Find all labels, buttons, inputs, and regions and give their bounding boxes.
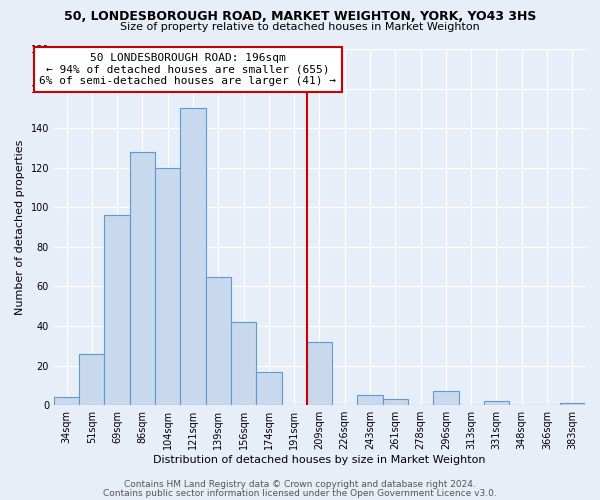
Text: Contains HM Land Registry data © Crown copyright and database right 2024.: Contains HM Land Registry data © Crown c…	[124, 480, 476, 489]
Text: Size of property relative to detached houses in Market Weighton: Size of property relative to detached ho…	[120, 22, 480, 32]
X-axis label: Distribution of detached houses by size in Market Weighton: Distribution of detached houses by size …	[153, 455, 486, 465]
Bar	[484, 402, 509, 405]
Bar	[307, 342, 332, 405]
Bar	[130, 152, 155, 405]
Bar	[383, 400, 408, 405]
Bar	[231, 322, 256, 405]
Bar	[79, 354, 104, 405]
Bar	[256, 372, 281, 405]
Text: Contains public sector information licensed under the Open Government Licence v3: Contains public sector information licen…	[103, 488, 497, 498]
Text: 50 LONDESBOROUGH ROAD: 196sqm
← 94% of detached houses are smaller (655)
6% of s: 50 LONDESBOROUGH ROAD: 196sqm ← 94% of d…	[40, 53, 337, 86]
Text: 50, LONDESBOROUGH ROAD, MARKET WEIGHTON, YORK, YO43 3HS: 50, LONDESBOROUGH ROAD, MARKET WEIGHTON,…	[64, 10, 536, 23]
Y-axis label: Number of detached properties: Number of detached properties	[15, 140, 25, 315]
Bar	[155, 168, 181, 405]
Bar	[181, 108, 206, 405]
Bar	[206, 276, 231, 405]
Bar	[104, 215, 130, 405]
Bar	[54, 398, 79, 405]
Bar	[560, 403, 585, 405]
Bar	[358, 396, 383, 405]
Bar	[433, 392, 458, 405]
